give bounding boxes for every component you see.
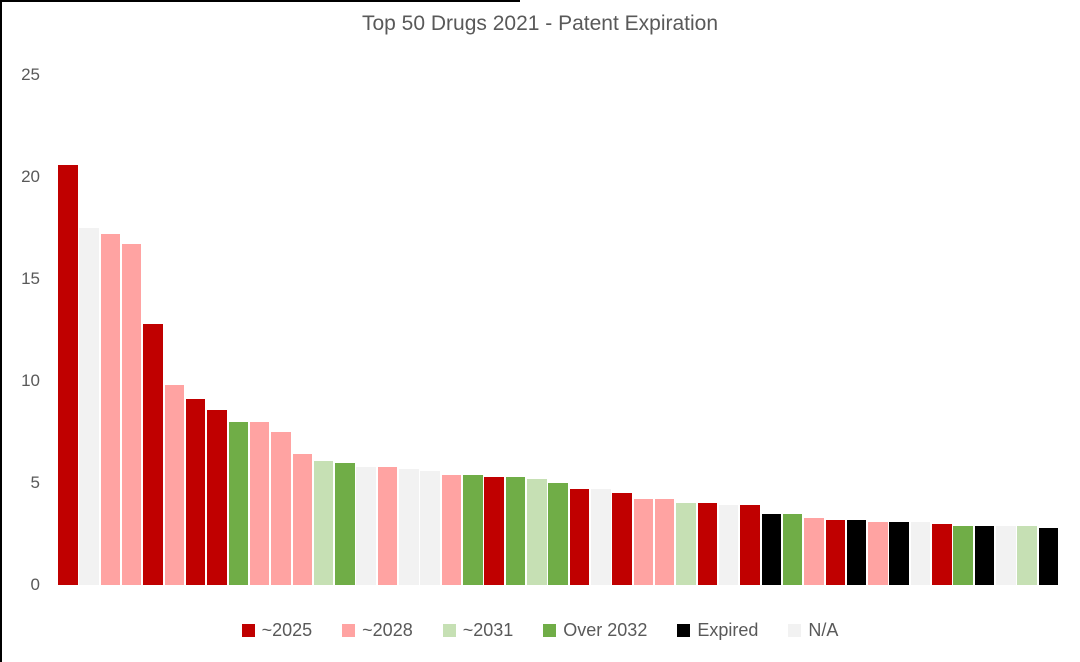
bar[interactable] (143, 323, 163, 585)
y-tick-label: 20 (21, 167, 40, 186)
chart-legend: ~2025 ~2028 ~2031 Over 2032 Expired N/A (0, 615, 1080, 645)
bar[interactable] (889, 521, 909, 585)
bar[interactable] (527, 478, 547, 585)
plot-area (58, 75, 1066, 585)
legend-swatch-icon (241, 623, 255, 637)
bar[interactable] (399, 468, 419, 585)
legend-label: Over 2032 (563, 619, 648, 640)
bar[interactable] (761, 513, 782, 585)
bar[interactable] (591, 489, 611, 585)
bar[interactable] (313, 460, 334, 585)
bar[interactable] (271, 432, 291, 585)
bar[interactable] (377, 466, 398, 585)
y-tick-label: 15 (21, 269, 40, 288)
bar[interactable] (676, 503, 696, 585)
bar[interactable] (100, 234, 121, 585)
bar[interactable] (79, 228, 99, 585)
bar[interactable] (782, 513, 803, 585)
bar[interactable] (548, 483, 568, 585)
bar[interactable] (804, 517, 824, 585)
legend-label: ~2028 (362, 619, 413, 640)
y-axis: 0 5 10 15 20 25 (0, 0, 40, 662)
legend-label: ~2025 (261, 619, 313, 640)
chart-title: Top 50 Drugs 2021 - Patent Expiration (361, 12, 719, 35)
bar[interactable] (612, 493, 632, 585)
legend-item[interactable]: ~2028 (342, 620, 413, 641)
bar[interactable] (654, 499, 675, 585)
bar[interactable] (484, 476, 504, 585)
bar[interactable] (335, 462, 355, 585)
legend-item[interactable]: Over 2032 (543, 620, 647, 641)
bar[interactable] (569, 489, 590, 585)
bar[interactable] (740, 505, 760, 585)
bar[interactable] (249, 421, 270, 585)
bar[interactable] (1038, 527, 1059, 585)
legend-label: ~2031 (462, 619, 514, 640)
y-tick-label: 25 (21, 65, 40, 84)
bar[interactable] (974, 525, 995, 585)
bar[interactable] (207, 409, 227, 585)
y-tick-label: 10 (21, 371, 40, 390)
legend-label: N/A (808, 619, 839, 640)
bar[interactable] (164, 385, 185, 585)
bar[interactable] (996, 525, 1016, 585)
bar[interactable] (697, 503, 718, 585)
bar[interactable] (228, 421, 249, 585)
bar[interactable] (356, 466, 376, 585)
legend-swatch-icon (788, 623, 802, 637)
legend-item[interactable]: ~2025 (241, 619, 313, 641)
legend-swatch-icon (543, 623, 557, 637)
legend-item[interactable]: N/A (788, 620, 838, 641)
bar[interactable] (505, 476, 526, 585)
bar[interactable] (910, 521, 931, 585)
legend-item[interactable]: ~2031 (442, 619, 514, 641)
frame-border-left (0, 0, 2, 662)
y-tick-label: 5 (30, 473, 40, 492)
bar[interactable] (633, 499, 654, 585)
bar[interactable] (121, 244, 142, 585)
bar[interactable] (868, 521, 888, 585)
legend-swatch-icon (342, 623, 356, 637)
bar[interactable] (420, 470, 440, 585)
frame-border-top (0, 0, 520, 2)
bar[interactable] (825, 519, 846, 585)
bar[interactable] (58, 164, 78, 585)
bar[interactable] (846, 519, 867, 585)
legend-item[interactable]: Expired (677, 620, 758, 641)
legend-swatch-icon (677, 623, 691, 637)
y-tick-label: 0 (30, 575, 40, 594)
bar[interactable] (292, 454, 313, 585)
bar[interactable] (463, 474, 483, 585)
bar[interactable] (718, 505, 739, 585)
legend-swatch-icon (442, 623, 456, 637)
bar[interactable] (953, 525, 973, 585)
bar[interactable] (932, 523, 952, 585)
bar[interactable] (1017, 525, 1037, 585)
bar[interactable] (441, 474, 462, 585)
legend-label: Expired (697, 619, 759, 640)
bar[interactable] (185, 399, 206, 585)
